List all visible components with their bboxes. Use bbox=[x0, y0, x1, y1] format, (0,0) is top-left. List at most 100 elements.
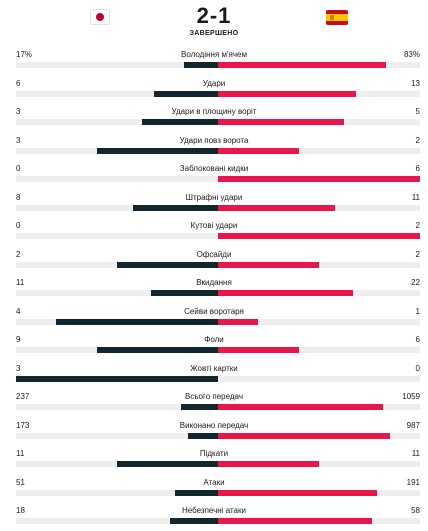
home-stat-bar bbox=[154, 90, 218, 97]
home-stat-bar bbox=[183, 62, 218, 68]
home-stat-value: 51 bbox=[16, 477, 25, 487]
stat-bar-track bbox=[16, 375, 420, 382]
home-stat-value: 173 bbox=[16, 420, 30, 430]
match-status: ЗАВЕРШЕНО bbox=[189, 30, 239, 37]
away-stat-value: 2 bbox=[415, 249, 420, 259]
away-stat-value: 11 bbox=[411, 449, 420, 458]
home-stat-value: 237 bbox=[16, 392, 30, 401]
stat-row: 2 Офсайди 2 bbox=[0, 250, 428, 278]
away-stat-bar bbox=[218, 318, 259, 325]
stat-row: 6 Удари 13 bbox=[0, 79, 428, 107]
stat-label: Кутові удари bbox=[190, 221, 238, 230]
home-stat-bar bbox=[150, 290, 218, 296]
stat-row: 3 Удари в площину воріт 5 bbox=[0, 107, 428, 135]
stat-label: Заблоковані кидки bbox=[179, 164, 249, 173]
away-stat-bar bbox=[218, 489, 378, 496]
stat-label: Фоли bbox=[204, 335, 224, 344]
stat-label: Удари bbox=[202, 78, 226, 88]
stat-row: 18 Небезпечні атаки 58 bbox=[0, 506, 428, 531]
stat-row: 51 Атаки 191 bbox=[0, 478, 428, 506]
match-header: 2-1 ЗАВЕРШЕНО bbox=[0, 0, 428, 44]
stat-bar-track bbox=[16, 461, 420, 467]
stat-row: 3 Удари повз ворота 2 bbox=[0, 136, 428, 164]
stat-row: 17% Володіння м'ячем 83% bbox=[0, 50, 428, 78]
stat-label: Атаки bbox=[203, 477, 225, 487]
stat-bar-track bbox=[16, 432, 420, 439]
home-stat-value: 18 bbox=[16, 506, 25, 515]
stat-label: Вкидання bbox=[196, 278, 232, 287]
home-stat-value: 6 bbox=[16, 78, 21, 88]
stat-bar-track bbox=[16, 204, 420, 211]
stat-label: Удари в площину воріт bbox=[171, 107, 257, 116]
away-stat-value: 22 bbox=[411, 278, 420, 287]
away-stat-bar bbox=[218, 290, 353, 296]
stat-bar-track bbox=[16, 404, 420, 410]
away-stat-bar bbox=[218, 261, 319, 268]
stat-label: Штрафні удари bbox=[185, 192, 243, 202]
stat-bar-track bbox=[16, 147, 420, 154]
stat-bar-track bbox=[16, 347, 420, 353]
spain-flag-icon bbox=[326, 10, 348, 25]
stat-bar-track bbox=[16, 518, 420, 524]
stat-row: 173 Виконано передач 987 bbox=[0, 421, 428, 449]
away-stat-bar bbox=[218, 119, 345, 125]
away-stat-value: 2 bbox=[415, 221, 420, 230]
away-stat-value: 83% bbox=[403, 50, 420, 59]
stat-label: Підкати bbox=[199, 449, 229, 458]
home-stat-bar bbox=[56, 318, 218, 325]
stat-bar-track bbox=[16, 489, 420, 496]
stat-row: 3 Жовті картки 0 bbox=[0, 364, 428, 392]
home-stat-value: 4 bbox=[16, 306, 21, 316]
spain-flag-top-band bbox=[326, 10, 348, 14]
stat-row: 4 Сейви воротаря 1 bbox=[0, 307, 428, 335]
away-stat-value: 58 bbox=[411, 506, 420, 515]
stat-bar-track bbox=[16, 62, 420, 68]
away-stat-bar bbox=[218, 90, 357, 97]
away-stat-value: 191 bbox=[406, 477, 420, 487]
away-stat-bar bbox=[218, 518, 373, 524]
away-stat-value: 6 bbox=[415, 335, 420, 344]
stat-row: 8 Штрафні удари 11 bbox=[0, 193, 428, 221]
stat-bar-track bbox=[16, 318, 420, 325]
home-stat-bar bbox=[117, 461, 218, 467]
home-stat-bar bbox=[142, 119, 218, 125]
stat-row: 9 Фоли 6 bbox=[0, 335, 428, 363]
home-stat-bar bbox=[181, 404, 218, 410]
stat-label: Володіння м'ячем bbox=[181, 50, 247, 59]
stat-label: Всього передач bbox=[185, 392, 243, 401]
japan-flag-sun bbox=[96, 13, 104, 21]
away-stat-value: 1 bbox=[415, 306, 420, 316]
away-stat-bar bbox=[218, 147, 299, 154]
stat-label: Небезпечні атаки bbox=[182, 506, 246, 515]
home-stat-value: 3 bbox=[16, 363, 21, 373]
home-stat-bar bbox=[16, 375, 218, 382]
away-stat-bar bbox=[218, 62, 386, 68]
spain-flag-crest bbox=[330, 15, 334, 20]
stat-label: Виконано передач bbox=[179, 420, 249, 430]
away-stat-bar bbox=[218, 432, 390, 439]
away-stat-value: 2 bbox=[415, 135, 420, 145]
away-stat-bar bbox=[218, 461, 319, 467]
stat-bar-track bbox=[16, 119, 420, 125]
stat-bar-track bbox=[16, 176, 420, 182]
stat-row: 0 Кутові удари 2 bbox=[0, 221, 428, 249]
stat-bar-track bbox=[16, 90, 420, 97]
home-stat-bar bbox=[187, 432, 218, 439]
home-stat-value: 11 bbox=[16, 278, 25, 287]
stat-bar-track bbox=[16, 233, 420, 239]
away-stat-value: 5 bbox=[415, 107, 420, 116]
home-stat-bar bbox=[132, 204, 218, 211]
home-stat-value: 0 bbox=[16, 221, 21, 230]
home-stat-value: 11 bbox=[16, 449, 25, 458]
away-stat-value: 13 bbox=[411, 78, 420, 88]
spain-flag-bottom-band bbox=[326, 21, 348, 25]
home-stat-value: 0 bbox=[16, 164, 21, 173]
away-stat-bar bbox=[218, 347, 299, 353]
stat-row: 0 Заблоковані кидки 6 bbox=[0, 164, 428, 192]
stat-label: Жовті картки bbox=[190, 363, 238, 373]
stat-label: Офсайди bbox=[196, 249, 232, 259]
home-stat-bar bbox=[96, 347, 218, 353]
away-stat-bar bbox=[218, 233, 420, 239]
away-stat-value: 11 bbox=[411, 192, 420, 202]
